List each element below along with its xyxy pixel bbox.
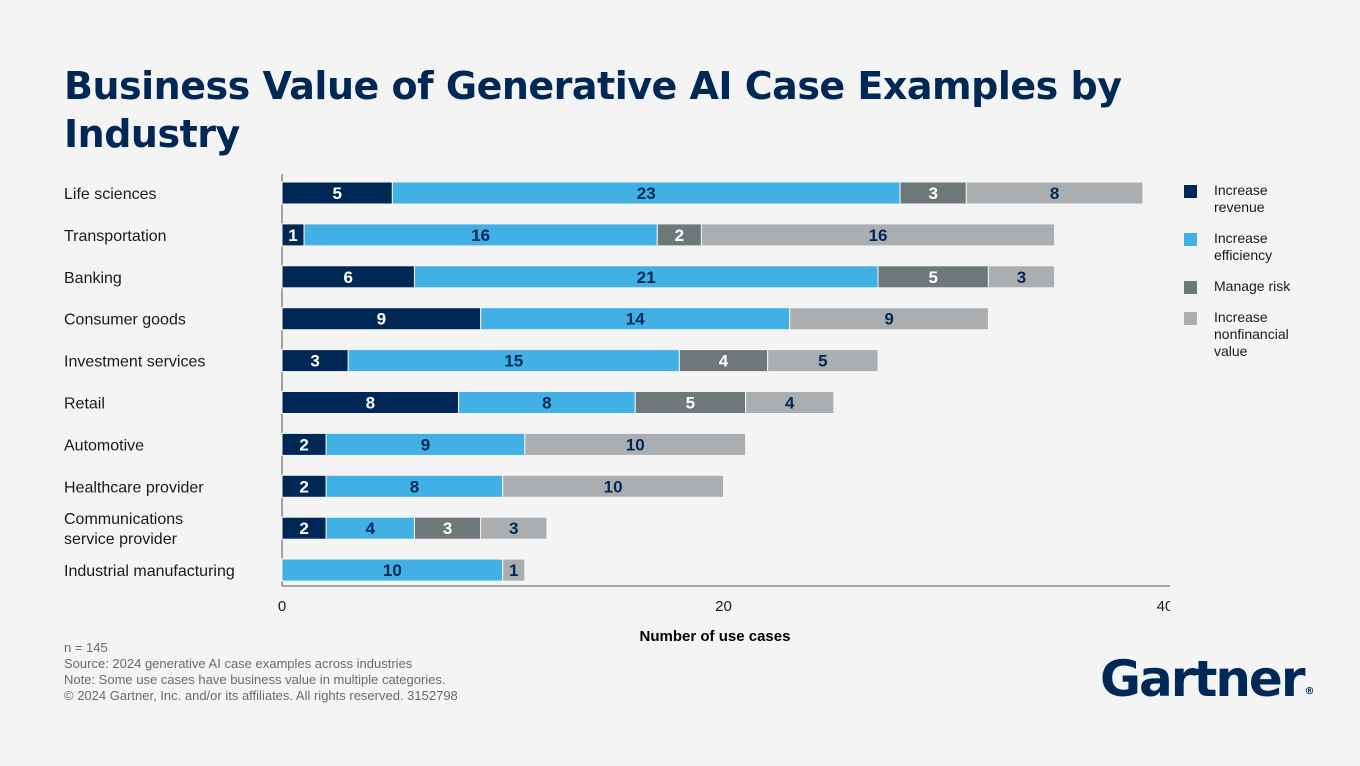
bar-segment bbox=[502, 558, 526, 582]
data-label: 5 bbox=[928, 268, 937, 287]
chart-title: Business Value of Generative AI Case Exa… bbox=[64, 64, 1122, 156]
legend-item: Manage risk bbox=[1184, 278, 1344, 295]
data-label: 3 bbox=[443, 519, 452, 538]
legend-label-line: value bbox=[1214, 343, 1248, 359]
data-label: 16 bbox=[869, 226, 888, 245]
data-label: 10 bbox=[626, 435, 645, 454]
x-tick-label: 40 bbox=[1157, 598, 1170, 615]
multiple-categories-note: Note: Some use cases have business value… bbox=[64, 672, 446, 687]
data-label: 15 bbox=[504, 352, 523, 371]
legend: Increase revenue Increase efficiency Manage … bbox=[1184, 182, 1344, 374]
category-label: Investment services bbox=[64, 354, 205, 371]
data-label: 10 bbox=[383, 561, 402, 580]
copyright-note: © 2024 Gartner, Inc. and/or its affiliat… bbox=[64, 688, 458, 703]
data-label: 6 bbox=[343, 268, 352, 287]
data-label: 8 bbox=[1050, 184, 1059, 203]
gartner-logo: Gartner® bbox=[1100, 650, 1315, 708]
category-label: Automotive bbox=[64, 437, 144, 454]
data-label: 4 bbox=[366, 519, 376, 538]
data-label: 3 bbox=[928, 184, 937, 203]
data-label: 8 bbox=[542, 394, 551, 413]
data-label: 9 bbox=[421, 435, 430, 454]
bar-segment bbox=[480, 516, 548, 540]
legend-label: Manage risk bbox=[1214, 278, 1344, 295]
data-label: 1 bbox=[288, 226, 297, 245]
legend-label-line: Manage risk bbox=[1214, 278, 1291, 294]
legend-swatch bbox=[1184, 185, 1197, 198]
sample-size-note: n = 145 bbox=[64, 640, 108, 655]
legend-label-line: efficiency bbox=[1214, 247, 1273, 263]
legend-item: Increase nonfinancial value bbox=[1184, 309, 1344, 360]
legend-item: Increase revenue bbox=[1184, 182, 1344, 216]
legend-item: Increase efficiency bbox=[1184, 230, 1344, 264]
data-label: 8 bbox=[366, 394, 375, 413]
bar-segment bbox=[502, 474, 724, 498]
legend-label-line: Increase bbox=[1214, 230, 1268, 246]
data-label: 8 bbox=[410, 477, 419, 496]
bar-segment bbox=[767, 349, 879, 373]
data-label: 3 bbox=[509, 519, 518, 538]
legend-swatch bbox=[1184, 312, 1197, 325]
data-label: 2 bbox=[299, 477, 308, 496]
data-label: 14 bbox=[626, 310, 645, 329]
legend-swatch bbox=[1184, 281, 1197, 294]
registered-mark: ® bbox=[1304, 686, 1315, 697]
bar-segment bbox=[789, 307, 989, 331]
data-label: 9 bbox=[884, 310, 893, 329]
data-label: 4 bbox=[719, 352, 729, 371]
data-label: 16 bbox=[471, 226, 490, 245]
category-label: Banking bbox=[64, 270, 122, 287]
data-label: 5 bbox=[818, 352, 827, 371]
category-label: Industrial manufacturing bbox=[64, 563, 235, 580]
category-label: Healthcare provider bbox=[64, 479, 204, 496]
category-label: Retail bbox=[64, 396, 105, 413]
x-tick-label: 20 bbox=[715, 598, 732, 615]
bar-segment bbox=[524, 432, 747, 456]
data-label: 4 bbox=[785, 394, 795, 413]
data-label: 2 bbox=[299, 435, 308, 454]
category-label: Consumer goods bbox=[64, 312, 186, 329]
bar-segment bbox=[987, 265, 1056, 289]
legend-label-line: Increase bbox=[1214, 182, 1268, 198]
data-label: 1 bbox=[509, 561, 518, 580]
data-label: 3 bbox=[310, 352, 319, 371]
data-label: 5 bbox=[686, 394, 695, 413]
legend-label: Increase efficiency bbox=[1214, 230, 1344, 264]
data-label: 2 bbox=[299, 519, 308, 538]
gartner-logo-text: Gartner bbox=[1100, 650, 1306, 708]
data-label: 5 bbox=[332, 184, 341, 203]
data-label: 2 bbox=[675, 226, 684, 245]
legend-label-line: revenue bbox=[1214, 199, 1265, 215]
source-note: Source: 2024 generative AI case examples… bbox=[64, 656, 413, 671]
data-label: 23 bbox=[637, 184, 656, 203]
legend-label-line: nonfinancial bbox=[1214, 326, 1289, 342]
legend-label: Increase nonfinancial value bbox=[1214, 309, 1344, 360]
category-label: Transportation bbox=[64, 228, 167, 245]
category-label: Life sciences bbox=[64, 186, 157, 203]
legend-label: Increase revenue bbox=[1214, 182, 1344, 216]
chart-notes: n = 145 Source: 2024 generative AI case … bbox=[64, 640, 458, 704]
legend-swatch bbox=[1184, 233, 1197, 246]
data-label: 21 bbox=[637, 268, 656, 287]
data-label: 3 bbox=[1017, 268, 1026, 287]
data-label: 10 bbox=[604, 477, 623, 496]
category-label: Communications service provider bbox=[64, 511, 183, 548]
bar-segment bbox=[700, 223, 1056, 247]
data-label: 9 bbox=[377, 310, 386, 329]
x-tick-label: 0 bbox=[278, 598, 286, 615]
bar-segment bbox=[745, 391, 835, 414]
legend-label-line: Increase bbox=[1214, 309, 1268, 325]
x-axis-title: Number of use cases bbox=[640, 628, 791, 645]
bar-segment bbox=[965, 181, 1144, 205]
